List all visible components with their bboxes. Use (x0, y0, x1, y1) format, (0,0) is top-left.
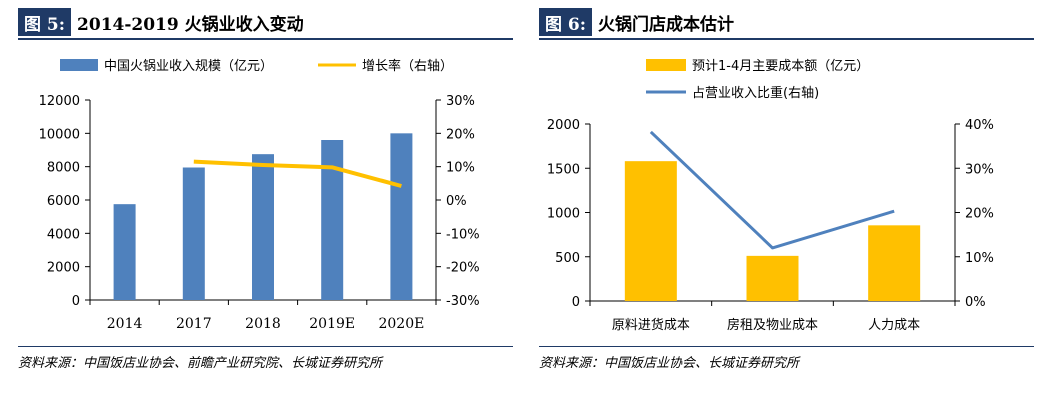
legend-label: 增长率（右轴） (362, 58, 453, 74)
y-left-tick-label: 1000 (547, 207, 580, 222)
figure-5-source: 资料来源：中国饭店业协会、前瞻产业研究院、长城证券研究所 (18, 356, 383, 371)
x-tick-label: 原料进货成本 (612, 317, 690, 333)
figure-6-top-rule (539, 38, 1034, 40)
y-right-tick-label: -20% (446, 261, 480, 276)
y-left-tick-label: 8000 (47, 161, 80, 176)
figure-6-tag: 图 6: (539, 8, 593, 36)
y-right-tick-label: 10% (965, 251, 994, 266)
figure-5-tag: 图 5: (18, 8, 72, 36)
figure-5-panel: 图 5: 2014-2019 火锅业收入变动 中国火锅业收入规模（亿元） 增长率（… (18, 8, 513, 371)
y-left-tick-label: 0 (72, 294, 80, 309)
legend-label: 预计1-4月主要成本额（亿元） (692, 59, 869, 74)
x-tick-label: 2020E (378, 316, 424, 332)
y-left-tick-label: 10000 (39, 127, 80, 142)
y-left-tick-label: 6000 (47, 194, 80, 209)
figure-6-bottom-rule (539, 346, 1034, 347)
figure-6-chart: 预计1-4月主要成本额（亿元） 占营业收入比重(右轴) 0 500 1000 1500 20… (547, 59, 994, 333)
figure-6-source: 资料来源：中国饭店业协会、长城证券研究所 (539, 356, 800, 371)
bar (252, 154, 274, 300)
legend-swatch-bar (60, 59, 98, 71)
y-left-tick-label: 2000 (47, 261, 80, 276)
x-tick-label: 2019E (309, 316, 355, 332)
bar (868, 225, 921, 301)
bar (390, 133, 413, 300)
y-right-tick-label: 0% (965, 295, 986, 310)
y-left-tick-label: 2000 (547, 118, 580, 133)
y-right-tick-label: 40% (965, 118, 994, 133)
y-left-tick-label: 12000 (39, 94, 80, 109)
y-left-tick-label: 0 (572, 295, 580, 310)
y-right-tick-label: 30% (446, 94, 475, 109)
legend-label: 占营业收入比重(右轴) (692, 85, 819, 101)
bar (113, 204, 136, 300)
bar (182, 167, 205, 300)
bar (321, 140, 344, 300)
bar (624, 161, 677, 301)
y-right-tick-label: 10% (446, 161, 475, 176)
line-series (649, 130, 895, 250)
bar (746, 255, 799, 301)
figure-5-bottom-rule (18, 346, 513, 347)
figure-5-title: 2014-2019 火锅业收入变动 (77, 14, 304, 35)
y-right-tick-label: 0% (446, 194, 467, 209)
y-left-tick-label: 1500 (547, 162, 580, 177)
line-series (193, 159, 402, 188)
x-tick-label: 2017 (176, 316, 212, 332)
figure-5-header: 图 5: 2014-2019 火锅业收入变动 (18, 8, 304, 36)
figure-5-top-rule (18, 38, 513, 40)
x-tick-label: 2018 (245, 316, 281, 332)
x-tick-label: 2014 (107, 316, 143, 332)
legend-swatch-bar (646, 59, 686, 71)
y-right-tick-label: 20% (965, 207, 994, 222)
y-left-tick-label: 500 (555, 251, 580, 266)
y-left-tick-label: 4000 (47, 227, 80, 242)
figure-6-header: 图 6: 火锅门店成本估计 (539, 8, 734, 36)
figure-6-panel: 图 6: 火锅门店成本估计 预计1-4月主要成本额（亿元） 占营业收入比重(右轴)… (521, 0, 1042, 405)
x-tick-label: 房租及物业成本 (727, 317, 818, 333)
y-right-tick-label: -30% (446, 294, 480, 309)
y-right-tick-label: 20% (446, 127, 475, 142)
figure-5-chart: 中国火锅业收入规模（亿元） 增长率（右轴） 0 2000 4000 6000 8000 100… (39, 58, 480, 332)
figure-6-title: 火锅门店成本估计 (598, 14, 735, 35)
y-right-tick-label: 30% (965, 162, 994, 177)
x-tick-label: 人力成本 (868, 318, 920, 333)
y-right-tick-label: -10% (446, 227, 480, 242)
legend-label: 中国火锅业收入规模（亿元） (104, 58, 273, 74)
